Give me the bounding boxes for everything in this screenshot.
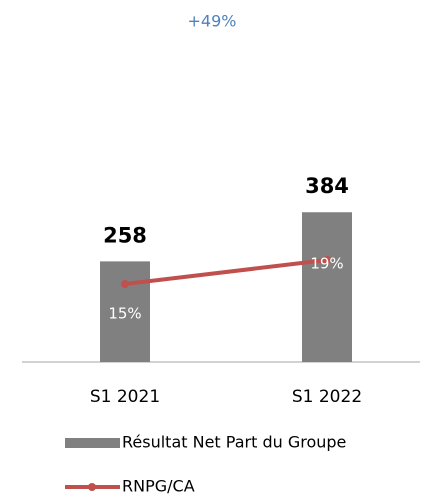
line-point: [323, 256, 331, 264]
line-value-label: 19%: [310, 255, 343, 273]
annotation: +49%: [188, 12, 237, 31]
bar-value-label: 258: [103, 223, 147, 247]
legend-swatch: [88, 483, 96, 491]
line-series: [124, 258, 328, 286]
legend-label: RNPG/CA: [122, 477, 195, 496]
legend-swatch: [65, 438, 120, 448]
legend-label: Résultat Net Part du Groupe: [122, 433, 346, 452]
x-tick-label: S1 2021: [90, 387, 160, 407]
line-value-label: 15%: [108, 305, 141, 323]
bar: [100, 261, 150, 362]
bar: [302, 212, 352, 362]
bar-value-label: 384: [305, 174, 349, 198]
x-tick-label: S1 2022: [292, 387, 362, 407]
line-point: [121, 280, 129, 288]
